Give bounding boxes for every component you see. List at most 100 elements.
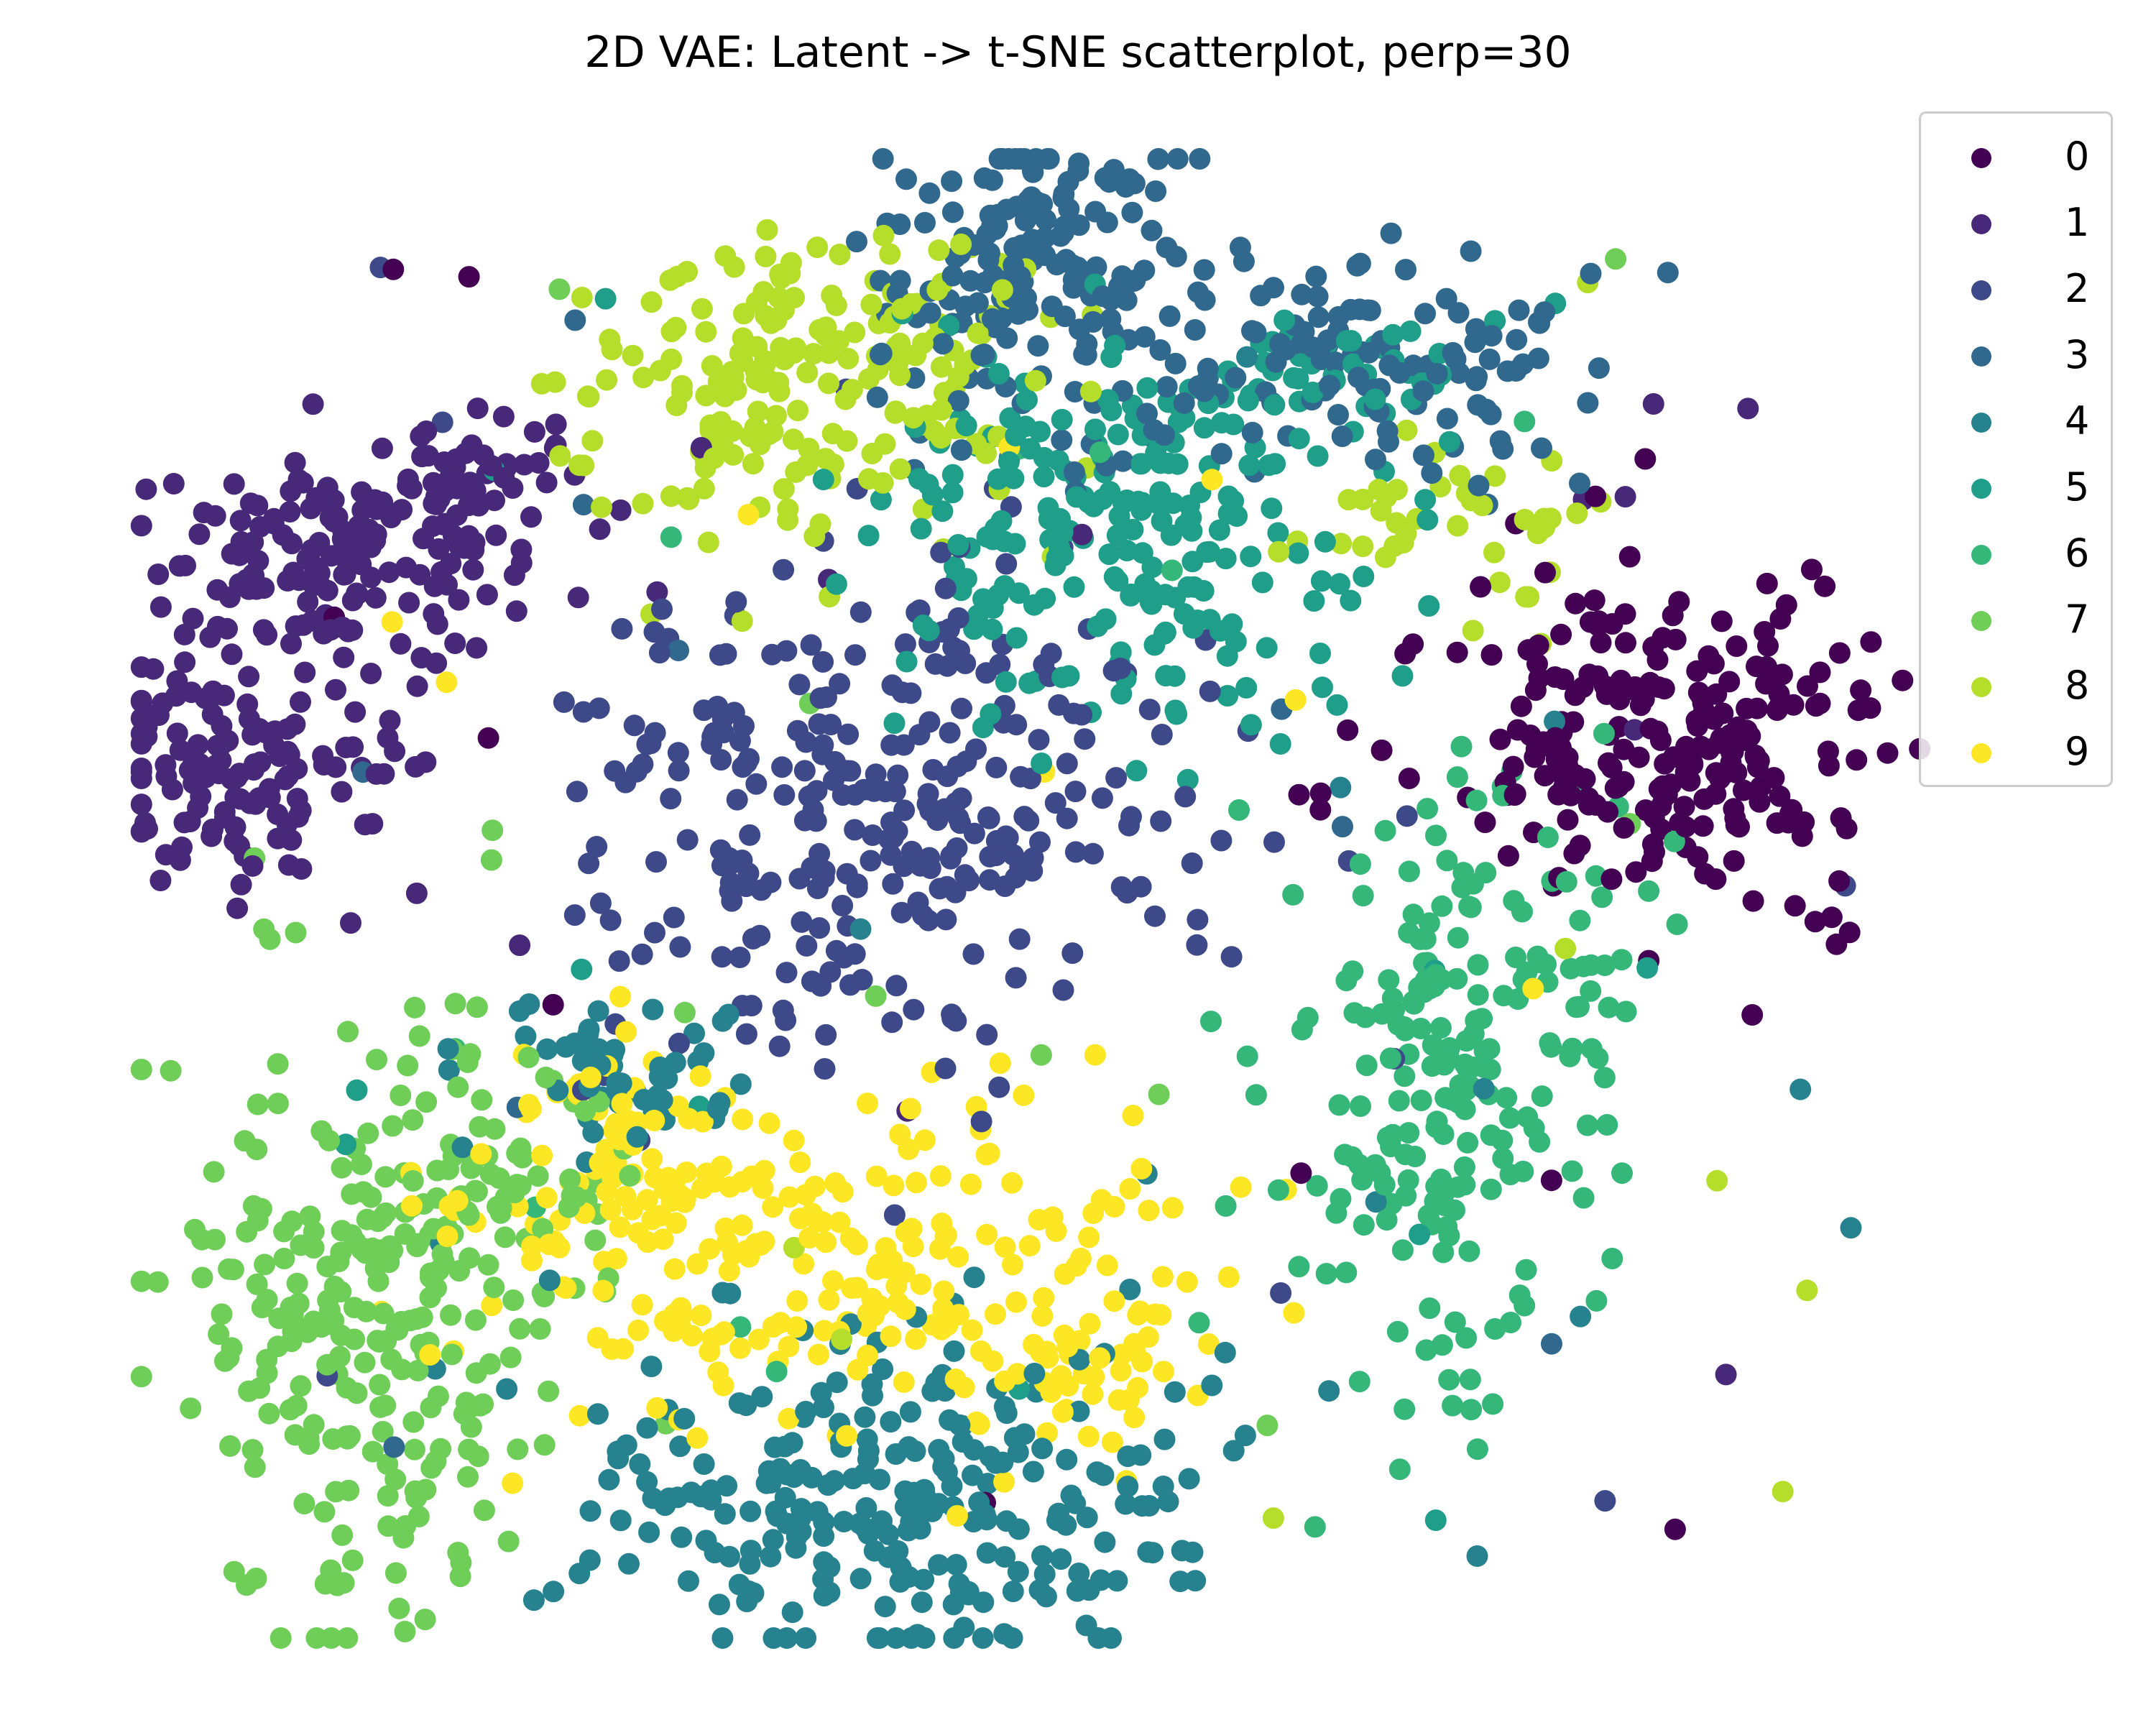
- data-point-class-8: [1796, 1279, 1818, 1302]
- data-point-class-0: [1643, 806, 1665, 829]
- data-point-class-2: [760, 871, 782, 893]
- data-point-class-5: [1312, 676, 1333, 699]
- data-point-class-2: [924, 653, 946, 675]
- data-point-class-4: [869, 1468, 890, 1491]
- data-point-class-9: [646, 1397, 668, 1419]
- data-point-class-9: [1127, 1304, 1149, 1326]
- data-point-class-5: [1391, 665, 1414, 687]
- legend-marker-icon: [1971, 545, 1991, 565]
- data-point-class-8: [632, 492, 654, 515]
- data-point-class-0: [1534, 561, 1556, 584]
- data-point-class-0: [1781, 799, 1803, 821]
- legend: 0 1 2 3 4 5 6 7 8 9: [1919, 111, 2113, 787]
- data-point-class-5: [1418, 595, 1440, 617]
- data-point-class-6: [1328, 1094, 1350, 1116]
- data-point-class-1: [433, 514, 455, 535]
- data-point-class-4: [900, 1627, 922, 1649]
- data-point-class-4: [717, 1003, 740, 1026]
- data-point-class-6: [1161, 559, 1183, 581]
- data-point-class-9: [627, 1319, 649, 1341]
- data-point-class-4: [693, 1042, 715, 1064]
- data-point-class-8: [699, 414, 722, 436]
- data-point-class-5: [1309, 643, 1331, 664]
- data-point-class-2: [663, 906, 685, 929]
- data-point-class-8: [806, 236, 829, 259]
- data-point-class-5: [1087, 615, 1109, 638]
- data-point-class-0: [1625, 861, 1647, 883]
- data-point-class-2: [812, 650, 834, 673]
- data-point-class-8: [872, 224, 895, 247]
- data-point-class-2: [721, 852, 743, 875]
- data-point-class-3: [1156, 376, 1178, 398]
- data-point-class-1: [147, 564, 170, 585]
- data-point-class-7: [354, 1238, 376, 1260]
- data-point-class-9: [786, 1290, 808, 1312]
- data-point-class-0: [1801, 558, 1823, 581]
- data-point-class-7: [456, 1051, 479, 1073]
- data-point-class-4: [942, 1593, 964, 1616]
- data-point-class-4: [1031, 1438, 1054, 1460]
- data-point-class-6: [1537, 827, 1559, 848]
- data-point-class-0: [1517, 639, 1539, 661]
- data-point-class-3: [1480, 325, 1503, 347]
- data-point-class-7: [466, 1180, 488, 1202]
- data-point-class-2: [1052, 979, 1074, 1001]
- data-point-class-5: [1033, 466, 1055, 488]
- data-point-class-4: [678, 1570, 699, 1592]
- data-point-class-5: [1235, 676, 1258, 699]
- data-point-class-5: [981, 618, 1003, 640]
- data-point-class-3: [1092, 285, 1114, 308]
- data-point-class-5: [976, 526, 998, 548]
- data-point-class-4: [739, 1552, 761, 1575]
- data-point-class-9: [1176, 1271, 1198, 1293]
- data-point-class-0: [1587, 665, 1609, 687]
- data-point-class-4: [508, 1000, 530, 1022]
- data-point-class-7: [130, 1366, 152, 1388]
- data-point-class-0: [1642, 636, 1664, 658]
- data-point-class-2: [978, 807, 1000, 829]
- data-point-class-8: [571, 287, 593, 308]
- data-point-class-0: [1583, 589, 1606, 612]
- data-point-class-2: [988, 1076, 1010, 1098]
- data-point-class-4: [962, 1464, 983, 1486]
- data-point-class-3: [954, 295, 977, 318]
- data-point-class-0: [1608, 689, 1631, 711]
- data-point-class-9: [976, 1223, 998, 1246]
- data-point-class-2: [995, 553, 1018, 575]
- data-point-class-9: [1090, 1189, 1112, 1211]
- data-point-class-8: [1484, 465, 1506, 487]
- data-point-class-8: [659, 269, 681, 291]
- data-point-class-0: [1550, 623, 1572, 645]
- data-point-class-8: [773, 478, 795, 500]
- data-point-class-7: [548, 278, 571, 300]
- data-point-class-0: [1687, 846, 1709, 868]
- data-point-class-9: [978, 1142, 1000, 1164]
- data-point-class-2: [739, 824, 761, 846]
- data-point-class-9: [729, 1337, 751, 1359]
- data-point-class-9: [1041, 1206, 1064, 1228]
- data-point-class-2: [1151, 724, 1173, 745]
- data-point-class-1: [341, 589, 364, 612]
- data-point-class-4: [872, 1358, 894, 1380]
- data-point-class-5: [335, 1133, 357, 1156]
- data-point-class-3: [1153, 424, 1175, 446]
- data-point-class-7: [305, 1627, 328, 1649]
- data-point-class-3: [1291, 283, 1313, 305]
- data-point-class-1: [567, 586, 589, 609]
- data-point-class-2: [881, 1011, 903, 1034]
- legend-item-9: 9: [1921, 719, 2111, 785]
- data-point-class-6: [1350, 1095, 1371, 1117]
- data-point-class-2: [710, 749, 732, 771]
- data-point-class-7: [293, 1493, 315, 1514]
- data-point-class-2: [644, 722, 666, 744]
- data-point-class-2: [729, 730, 751, 752]
- data-point-class-9: [905, 1328, 927, 1351]
- data-point-class-7: [246, 1138, 268, 1161]
- data-point-class-2: [949, 640, 970, 662]
- data-point-class-4: [1222, 1440, 1245, 1462]
- data-point-class-0: [1697, 645, 1720, 667]
- data-point-class-2: [721, 890, 743, 912]
- data-point-class-2: [1082, 842, 1104, 865]
- data-point-class-1: [379, 709, 401, 732]
- data-point-class-9: [815, 1231, 837, 1254]
